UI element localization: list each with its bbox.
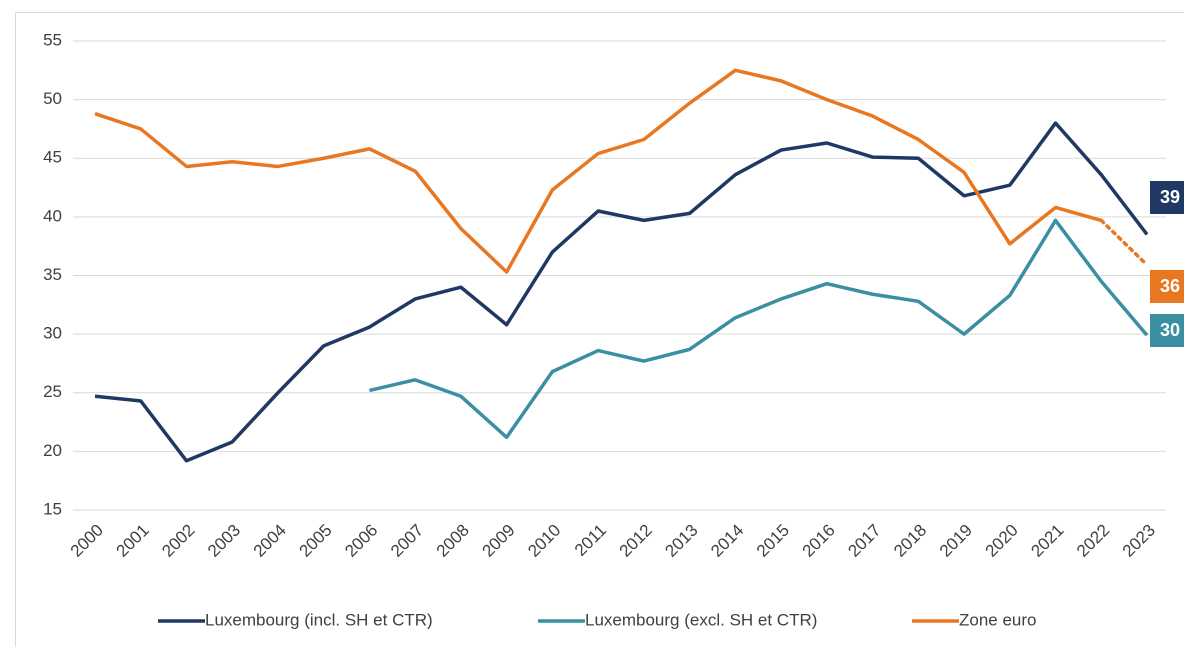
x-tick-label: 2014 [707,521,747,561]
x-tick-label: 2003 [204,521,244,561]
x-tick-label: 2015 [753,521,793,561]
series-line [1099,218,1149,267]
y-tick-label: 45 [43,148,62,167]
x-tick-label: 2012 [616,521,656,561]
x-tick-label: 2009 [478,521,518,561]
end-label-box [1150,270,1184,303]
x-tick-label: 2018 [890,521,930,561]
y-tick-label: 40 [43,206,62,225]
x-tick-label: 2004 [250,521,290,561]
end-label-box [1150,314,1184,347]
x-tick-label: 2016 [799,521,839,561]
y-tick-label: 35 [43,265,62,284]
x-tick-label: 2008 [433,521,473,561]
legend-label: Luxembourg (excl. SH et CTR) [585,610,817,629]
x-tick-label: 2013 [661,521,701,561]
series-line [369,218,1149,440]
x-tick-label: 2023 [1119,521,1159,561]
y-tick-label: 20 [43,441,62,460]
end-label: 30 [1160,320,1180,340]
legend-label: Zone euro [959,610,1037,629]
end-label: 39 [1160,187,1180,207]
series-line [94,68,1102,274]
chart-frame [15,12,1184,647]
x-tick-label: 2005 [296,521,336,561]
y-tick-label: 30 [43,324,62,343]
x-tick-label: 2019 [936,521,976,561]
y-tick-label: 55 [43,30,62,49]
x-tick-label: 2022 [1073,521,1113,561]
x-tick-label: 2000 [67,521,107,561]
x-tick-label: 2002 [158,521,198,561]
y-tick-label: 25 [43,382,62,401]
y-tick-label: 15 [43,499,62,518]
x-tick-label: 2020 [982,521,1022,561]
x-tick-label: 2011 [571,521,610,560]
x-tick-label: 2006 [341,521,381,561]
x-tick-label: 2017 [844,521,884,561]
series-line [94,121,1149,463]
end-label-box [1150,181,1184,214]
x-tick-label: 2007 [387,521,427,561]
x-tick-label: 2001 [113,521,153,561]
legend-label: Luxembourg (incl. SH et CTR) [205,610,433,629]
y-tick-label: 50 [43,89,62,108]
x-tick-label: 2010 [524,521,564,561]
x-tick-label: 2021 [1027,521,1067,561]
end-label: 36 [1160,276,1180,296]
